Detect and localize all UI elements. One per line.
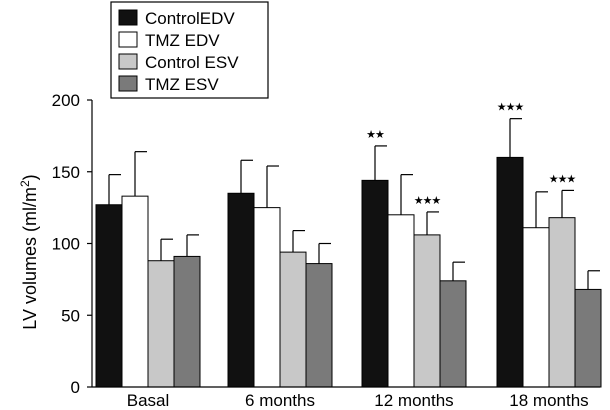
bar (413, 234, 441, 388)
legend: ControlEDV TMZ EDV Control ESV TMZ ESV (110, 1, 269, 99)
bar (305, 263, 333, 388)
x-axis: Basal 6 months 12 months 18 months (92, 386, 600, 410)
y-tick-label: 100 (52, 235, 80, 254)
bar (387, 214, 415, 388)
bar (121, 195, 149, 388)
bars: ★★★★★★★★★★★ (95, 102, 602, 388)
y-tick-label: 50 (61, 306, 80, 325)
significance-marker: ★★★ (414, 195, 442, 207)
significance-marker: ★★★ (497, 102, 525, 114)
bar (95, 204, 123, 388)
bar (496, 156, 524, 388)
y-axis-label-superscript: 2 (18, 180, 32, 187)
x-tick-label: 18 months (509, 391, 588, 410)
bar (574, 288, 602, 388)
y-axis: 0 50 100 150 200 (52, 91, 93, 397)
x-tick-label: Basal (127, 391, 170, 410)
x-tick-label: 12 months (374, 391, 453, 410)
bar (173, 255, 201, 388)
legend-swatch (118, 9, 138, 26)
bar (147, 260, 175, 388)
significance-marker: ★★ (366, 129, 385, 141)
bar (227, 192, 255, 388)
bar (279, 251, 307, 388)
y-tick-label: 0 (71, 378, 80, 397)
bar (548, 217, 576, 388)
bar (361, 179, 389, 388)
y-tick-label: 200 (52, 91, 80, 110)
bar (439, 280, 467, 388)
legend-label: TMZ EDV (145, 31, 220, 50)
legend-swatch (118, 31, 138, 48)
y-axis-label: LV volumes (ml/m2) (18, 174, 40, 329)
significance-marker: ★★★ (549, 173, 577, 185)
legend-swatch (118, 75, 138, 92)
x-tick-label: 6 months (245, 391, 315, 410)
y-tick-label: 150 (52, 163, 80, 182)
legend-label: Control ESV (145, 53, 239, 72)
legend-label: TMZ ESV (145, 75, 219, 94)
legend-swatch (118, 53, 138, 70)
bar (522, 227, 550, 388)
bar (253, 207, 281, 388)
legend-label: ControlEDV (145, 9, 235, 28)
